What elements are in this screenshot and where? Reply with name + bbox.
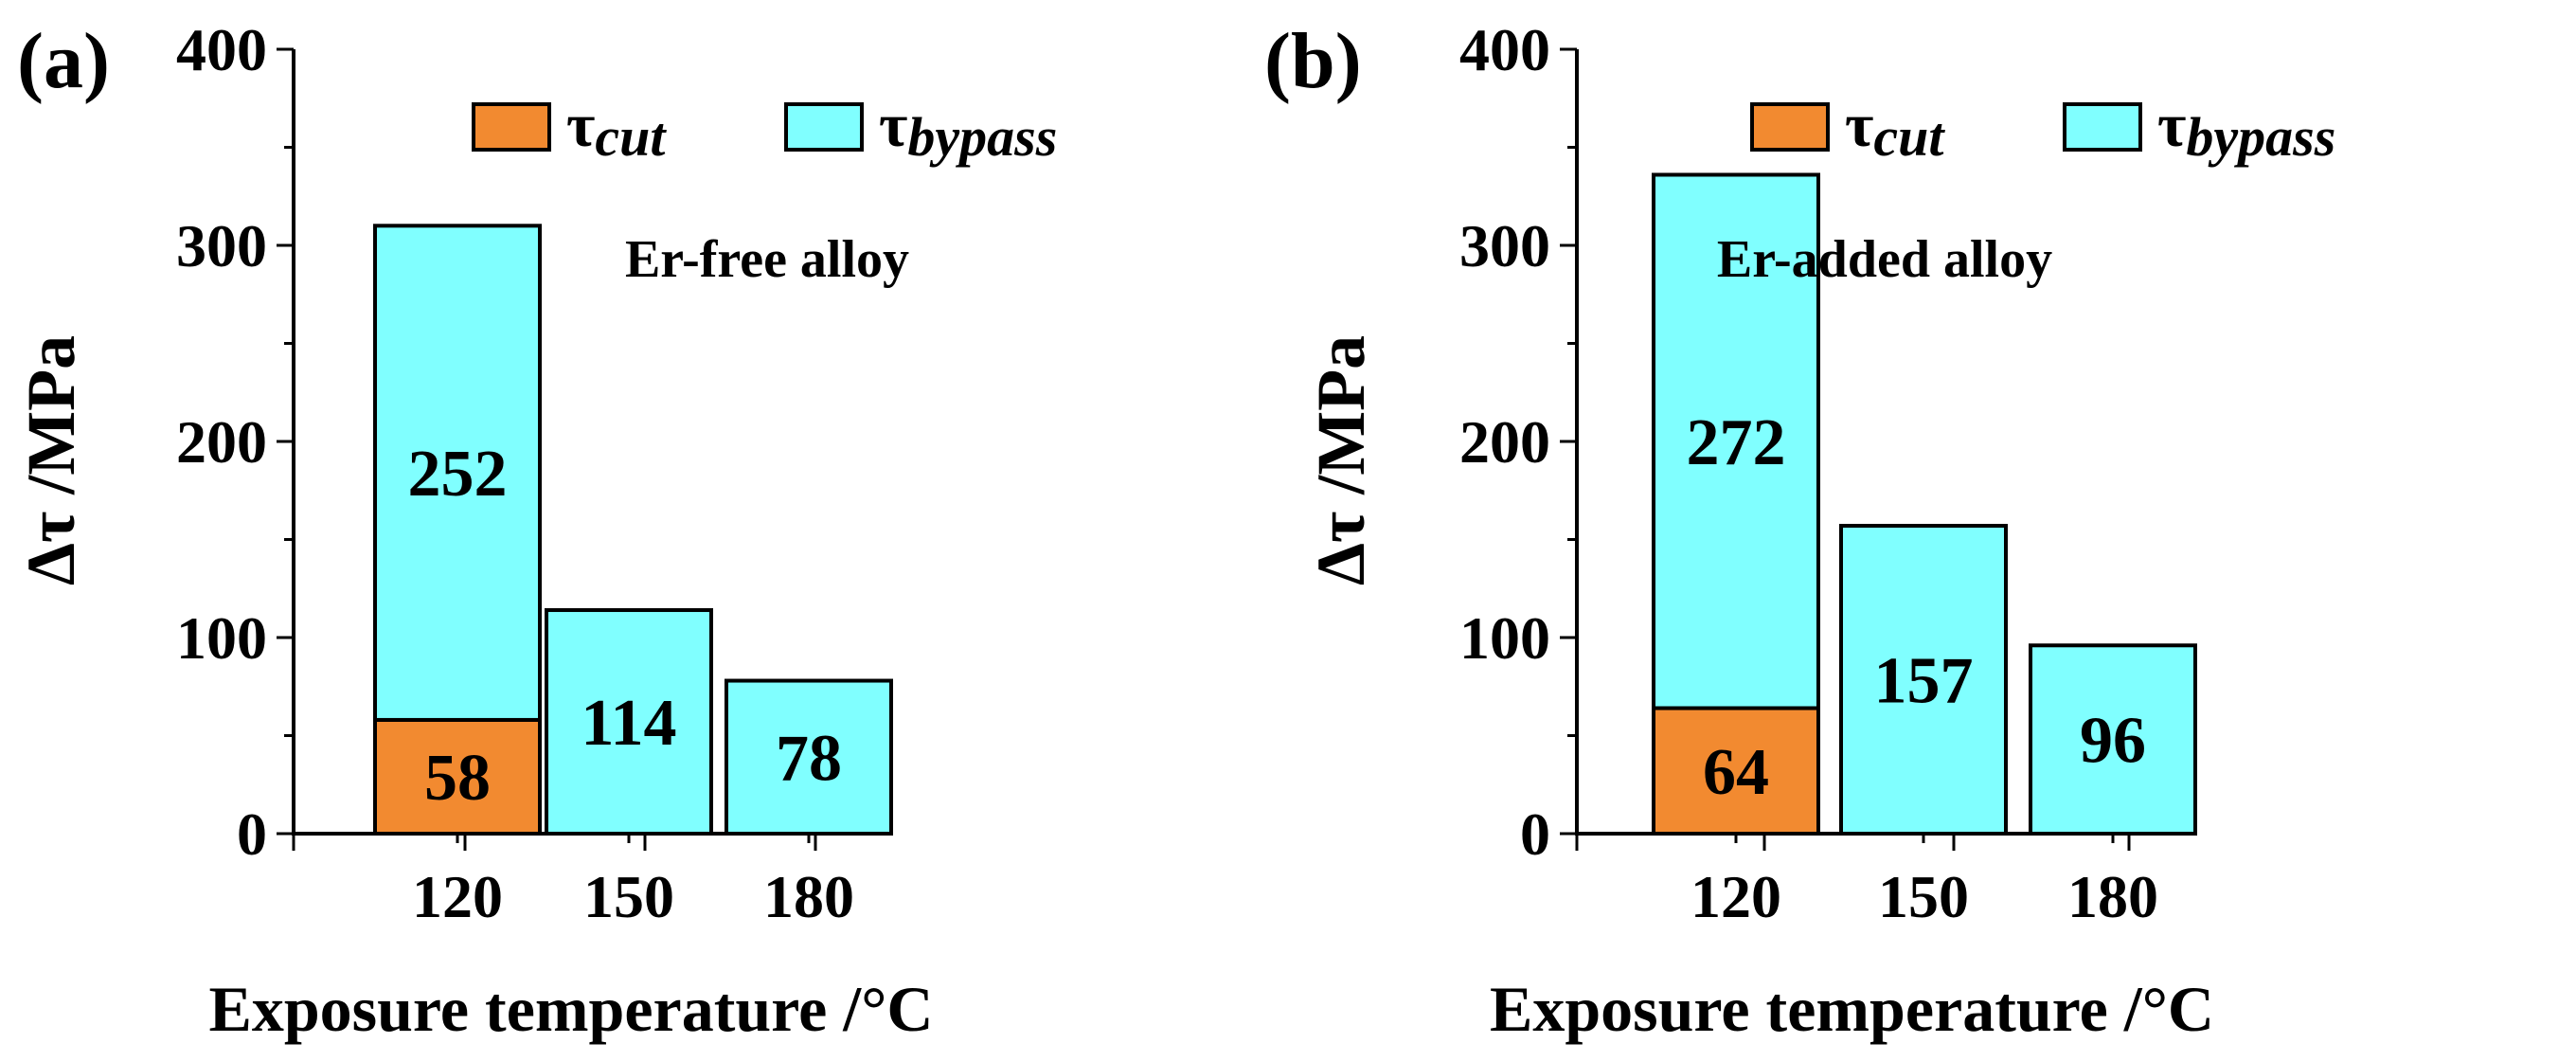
legend-subscript-cut: cut xyxy=(1873,106,1945,168)
data-label: 58 xyxy=(424,742,491,815)
x-tick-label: 150 xyxy=(583,863,674,930)
legend: τcut τbypass xyxy=(472,91,1057,168)
legend-tau-symbol: τ xyxy=(566,91,595,160)
data-label: 96 xyxy=(2080,705,2146,778)
y-tick-label: 200 xyxy=(1459,408,1550,476)
data-label: 114 xyxy=(581,687,676,760)
legend-swatch-bypass xyxy=(2063,102,2142,152)
y-tick-label: 400 xyxy=(1459,16,1550,83)
legend-subscript-cut: cut xyxy=(595,106,667,168)
x-tick-label: 150 xyxy=(1878,863,1969,930)
x-tick-label: 120 xyxy=(1690,863,1781,930)
alloy-annotation: Er-free alloy xyxy=(625,230,909,289)
alloy-annotation: Er-added alloy xyxy=(1717,230,2052,289)
y-axis-title: Δτ /MPa xyxy=(1303,335,1379,585)
x-tick-label: 120 xyxy=(412,863,503,930)
x-axis-title: Exposure temperature /°C xyxy=(1490,973,2214,1045)
data-label: 157 xyxy=(1874,645,1974,718)
legend-label-bypass: τbypass xyxy=(2157,91,2335,168)
y-tick-label: 0 xyxy=(1520,800,1550,868)
legend-label-cut: τcut xyxy=(566,91,667,168)
y-tick-label: 400 xyxy=(176,16,267,83)
panel-label: (b) xyxy=(1264,17,1362,105)
y-tick-label: 300 xyxy=(176,212,267,279)
x-tick-label: 180 xyxy=(2067,863,2158,930)
bar-cut-120 xyxy=(1652,706,1820,836)
legend-label-cut: τcut xyxy=(1845,91,1945,168)
bar-bypass-180 xyxy=(2029,643,2197,836)
y-tick-label: 100 xyxy=(176,604,267,672)
legend-swatch-cut xyxy=(1750,102,1830,152)
x-tick-label: 180 xyxy=(763,863,854,930)
chart-panel-b: (b) 0 100 200 300 400 64 272 157 96 120 150 180 Expos… xyxy=(1264,16,2335,1045)
legend-tau-symbol: τ xyxy=(1845,91,1873,160)
y-tick-label: 100 xyxy=(1459,604,1550,672)
legend-label-bypass: τbypass xyxy=(879,91,1057,168)
data-label: 252 xyxy=(408,438,508,511)
y-axis-title: Δτ /MPa xyxy=(13,335,89,585)
legend-swatch-cut xyxy=(472,102,551,152)
chart-panel-a: (a) 0 100 200 300 400 58 252 114 78 120 150 180 Expos… xyxy=(13,16,1057,1045)
y-tick-label: 200 xyxy=(176,408,267,476)
panel-label: (a) xyxy=(17,17,110,105)
x-axis-title: Exposure temperature /°C xyxy=(208,973,933,1045)
legend-subscript-bypass: bypass xyxy=(2186,106,2335,168)
legend-swatch-bypass xyxy=(784,102,864,152)
bar-bypass-120 xyxy=(1652,172,1820,710)
y-tick-label: 300 xyxy=(1459,212,1550,279)
legend: τcut τbypass xyxy=(1750,91,2335,168)
legend-tau-symbol: τ xyxy=(2157,91,2186,160)
y-tick-label: 0 xyxy=(237,800,267,868)
bar-bypass-120 xyxy=(373,224,542,722)
data-label: 272 xyxy=(1687,406,1786,479)
legend-tau-symbol: τ xyxy=(879,91,907,160)
bar-bypass-150 xyxy=(1839,524,2008,836)
legend-subscript-bypass: bypass xyxy=(907,106,1057,168)
data-label: 64 xyxy=(1703,736,1769,809)
data-label: 78 xyxy=(776,722,842,795)
